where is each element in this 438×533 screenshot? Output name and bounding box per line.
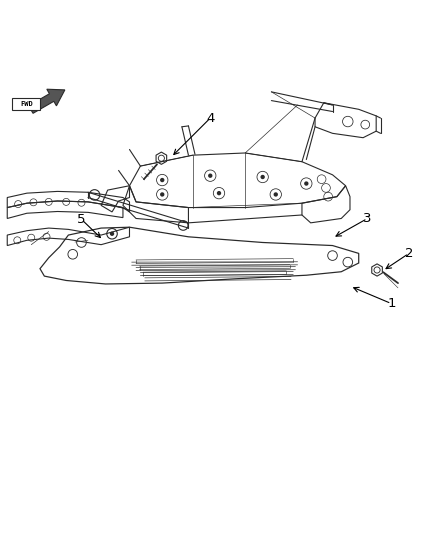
Circle shape xyxy=(274,192,278,197)
Circle shape xyxy=(110,231,114,236)
Text: 2: 2 xyxy=(405,247,413,260)
Circle shape xyxy=(160,178,164,182)
Circle shape xyxy=(304,181,308,185)
Text: 5: 5 xyxy=(77,213,86,226)
Circle shape xyxy=(160,192,164,197)
Text: 4: 4 xyxy=(206,111,215,125)
FancyBboxPatch shape xyxy=(12,98,40,110)
Text: 1: 1 xyxy=(387,297,396,310)
Circle shape xyxy=(217,191,221,195)
Text: 3: 3 xyxy=(363,212,372,225)
Circle shape xyxy=(261,175,265,179)
Polygon shape xyxy=(28,89,65,114)
Circle shape xyxy=(208,174,212,178)
Text: FWD: FWD xyxy=(20,101,33,107)
